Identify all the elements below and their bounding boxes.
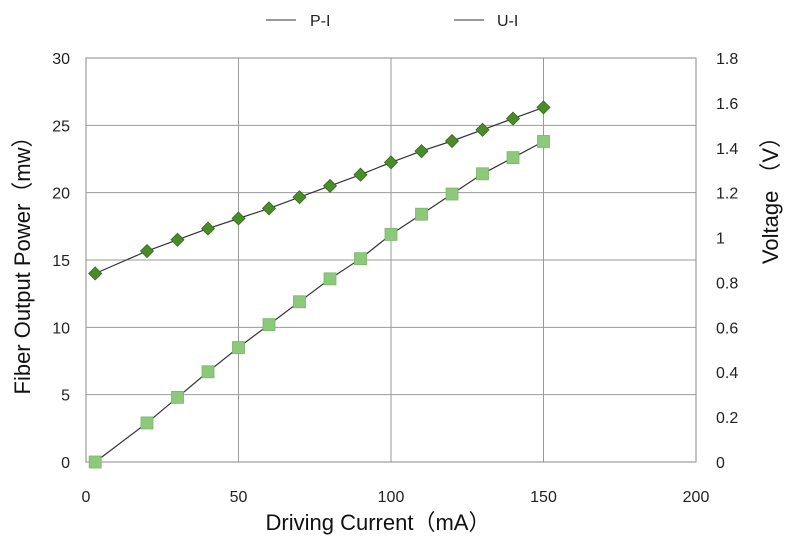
- y-tick-label: 0: [61, 455, 70, 472]
- data-point-p-i: [354, 252, 367, 266]
- y2-axis-title: Voltage （V）: [758, 126, 783, 264]
- data-point-p-i: [171, 390, 184, 404]
- data-point-u-i: [261, 201, 277, 216]
- y-tick-label: 20: [52, 186, 70, 203]
- data-point-p-i: [323, 272, 337, 286]
- y2-tick-label: 0.8: [716, 275, 738, 292]
- y-tick-label: 30: [52, 51, 70, 68]
- data-point-p-i: [537, 135, 550, 148]
- y-axis-title: Fiber Output Power（mw）: [10, 126, 35, 395]
- data-point-p-i: [506, 151, 520, 165]
- data-point-p-i: [293, 295, 306, 309]
- data-point-u-i: [536, 100, 551, 115]
- data-point-u-i: [383, 155, 399, 170]
- grid-layer: [86, 58, 696, 462]
- y-tick-label: 5: [61, 388, 70, 405]
- data-point-p-i: [232, 341, 245, 354]
- plot-frame: [85, 57, 697, 463]
- x-tick-label: 50: [230, 489, 248, 506]
- data-point-u-i: [353, 167, 368, 182]
- y-tick-label: 10: [52, 320, 70, 337]
- y2-tick-label: 0.6: [716, 320, 738, 337]
- data-point-u-i: [444, 133, 460, 149]
- data-point-u-i: [475, 122, 490, 137]
- data-point-p-i: [88, 455, 102, 469]
- data-point-u-i: [170, 232, 185, 247]
- y2-tick-label: 0.4: [716, 365, 738, 382]
- data-point-u-i: [200, 221, 216, 236]
- x-axis-title: Driving Current（mA）: [266, 510, 491, 535]
- data-point-p-i: [476, 167, 489, 181]
- legend: P-I U-I: [266, 13, 518, 30]
- y2-tick-label: 1.4: [716, 141, 738, 158]
- y2-tick-label: 1.6: [716, 96, 738, 113]
- y2-tick-label: 1.8: [716, 51, 738, 68]
- legend-label-p-i: P-I: [310, 13, 330, 30]
- series-line-u-i: [94, 106, 544, 275]
- y-tick-label: 25: [52, 118, 70, 135]
- data-point-p-i: [384, 228, 398, 241]
- legend-label-u-i: U-I: [497, 13, 518, 30]
- data-point-u-i: [231, 211, 246, 226]
- y2-tick-label: 0: [716, 455, 725, 472]
- data-point-p-i: [445, 187, 459, 201]
- x-tick-label: 150: [530, 489, 557, 506]
- data-point-u-i: [88, 266, 103, 281]
- ticks-layer: 0 50 100 150 200 0 5 10 15 20 25 30 0 0.2 0.4 0.6 0.8 1 1.…: [52, 51, 738, 506]
- data-point-p-i: [415, 207, 428, 221]
- data-point-p-i: [201, 365, 215, 379]
- y-tick-label: 15: [52, 253, 70, 270]
- data-point-u-i: [414, 144, 429, 159]
- y2-tick-label: 1: [716, 231, 725, 248]
- x-tick-label: 0: [82, 489, 91, 506]
- x-tick-label: 200: [683, 489, 710, 506]
- data-point-u-i: [505, 111, 521, 126]
- y2-tick-label: 1.2: [716, 186, 738, 203]
- series-layer: [88, 100, 551, 469]
- data-point-u-i: [292, 190, 307, 205]
- y2-tick-label: 0.2: [716, 410, 738, 427]
- x-tick-label: 100: [378, 489, 405, 506]
- data-point-u-i: [322, 178, 338, 193]
- data-point-p-i: [262, 318, 276, 332]
- data-point-u-i: [139, 243, 155, 259]
- data-point-p-i: [140, 416, 154, 430]
